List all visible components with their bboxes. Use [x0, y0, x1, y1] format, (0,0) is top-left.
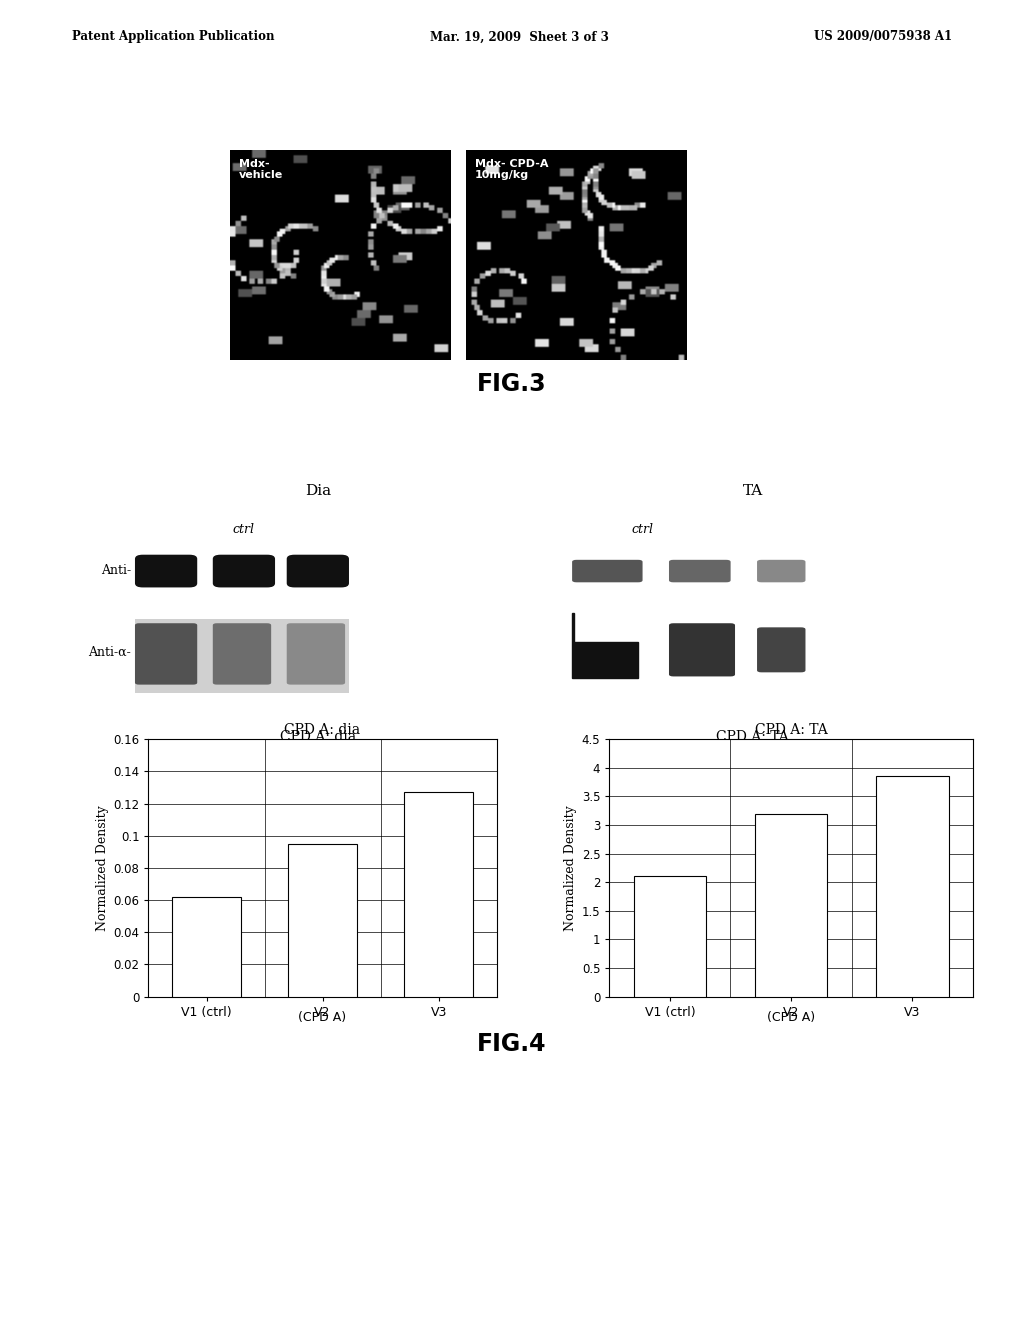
FancyBboxPatch shape [213, 554, 275, 587]
Title: CPD A: TA: CPD A: TA [755, 722, 827, 737]
FancyBboxPatch shape [669, 560, 731, 582]
Text: (CPD A): (CPD A) [767, 1011, 815, 1024]
Bar [135, 619, 349, 693]
Text: Anti-α-: Anti-α- [88, 645, 131, 659]
Text: Patent Application Publication: Patent Application Publication [72, 30, 274, 44]
Text: FIG.3: FIG.3 [477, 372, 547, 396]
Text: CPD A: dia: CPD A: dia [280, 730, 356, 743]
Text: Mdx- CPD-A
10mg/kg: Mdx- CPD-A 10mg/kg [475, 158, 548, 181]
Polygon shape [572, 612, 638, 678]
Text: ctrl: ctrl [632, 523, 653, 536]
FancyBboxPatch shape [572, 560, 643, 582]
FancyBboxPatch shape [135, 623, 198, 685]
Title: CPD A: dia: CPD A: dia [285, 722, 360, 737]
FancyBboxPatch shape [287, 623, 345, 685]
FancyBboxPatch shape [757, 627, 806, 672]
Text: TA: TA [742, 484, 763, 499]
Text: CPD A: TA: CPD A: TA [716, 730, 790, 743]
Bar [288, 843, 357, 997]
Text: FIG.4: FIG.4 [477, 1032, 547, 1056]
FancyBboxPatch shape [757, 560, 806, 582]
Bar [634, 876, 707, 997]
Y-axis label: Normalized Density: Normalized Density [96, 805, 110, 931]
FancyBboxPatch shape [669, 623, 735, 676]
FancyBboxPatch shape [135, 554, 198, 587]
Text: (CPD A): (CPD A) [299, 1011, 346, 1024]
Text: Anti-: Anti- [101, 564, 131, 577]
Bar [403, 792, 473, 997]
Bar [876, 776, 948, 997]
Text: ctrl: ctrl [232, 523, 255, 536]
FancyBboxPatch shape [213, 623, 271, 685]
Bar [755, 813, 827, 997]
Bar [172, 896, 242, 997]
Text: US 2009/0075938 A1: US 2009/0075938 A1 [814, 30, 952, 44]
Text: Dia: Dia [305, 484, 331, 499]
FancyBboxPatch shape [287, 554, 349, 587]
Text: Mar. 19, 2009  Sheet 3 of 3: Mar. 19, 2009 Sheet 3 of 3 [430, 30, 609, 44]
Y-axis label: Normalized Density: Normalized Density [564, 805, 578, 931]
Text: Mdx-
vehicle: Mdx- vehicle [240, 158, 284, 181]
